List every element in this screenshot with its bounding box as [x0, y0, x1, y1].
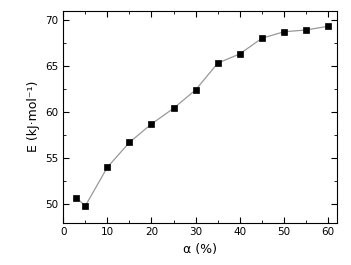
Y-axis label: E (kJ·mol⁻¹): E (kJ·mol⁻¹): [27, 81, 40, 152]
X-axis label: α (%): α (%): [183, 243, 217, 256]
